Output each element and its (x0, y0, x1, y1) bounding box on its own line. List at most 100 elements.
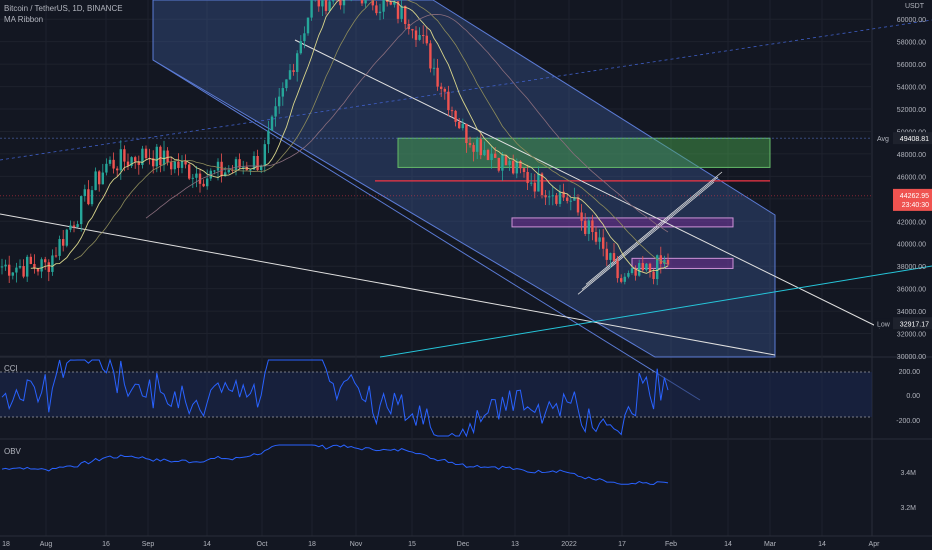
time-tick-label: 14 (203, 541, 211, 548)
candle-body (213, 170, 216, 172)
rising-wedge-line (577, 181, 715, 295)
candle-body (195, 173, 198, 178)
candle-body (461, 123, 464, 129)
avg-value-tag (893, 132, 932, 145)
avg-tag-label: Avg (877, 136, 889, 143)
price-tick-label: 52000.00 (897, 107, 926, 114)
candle-body (306, 17, 310, 34)
candle-body (558, 191, 562, 204)
countdown-label: 23:40:30 (902, 202, 929, 209)
ma-line-mid (73, 0, 669, 265)
price-pane (0, 0, 872, 357)
ma-ribbon-legend[interactable]: MA Ribbon (4, 15, 44, 24)
candle-body (317, 0, 320, 7)
candle-body (4, 264, 7, 267)
candle-body (652, 271, 655, 280)
symbol-title[interactable]: Bitcoin / TetherUS, 1D, BINANCE (4, 4, 123, 13)
candle-body (609, 253, 612, 260)
purple-zone-lower (631, 257, 734, 269)
candle-body (299, 41, 302, 54)
long-trendline (0, 213, 776, 356)
time-tick-label: Mar (764, 541, 777, 548)
candle-body (310, 0, 313, 18)
candle-body (170, 162, 173, 170)
candle-body (648, 263, 652, 272)
cci-tick-label: 0.00 (906, 393, 920, 400)
candle-body (598, 237, 601, 242)
candle-body (573, 197, 576, 201)
candle-body (234, 159, 238, 171)
obv-legend[interactable]: OBV (4, 447, 21, 456)
candle-body (220, 161, 223, 177)
candle-body (238, 159, 241, 168)
candle-body (166, 150, 169, 163)
candle-body (8, 264, 11, 276)
candle-body (666, 259, 670, 265)
candle-body (537, 173, 540, 192)
candle-body (580, 212, 583, 221)
falling-trendline (294, 39, 881, 329)
candle-body (508, 160, 511, 166)
time-tick-label: 13 (511, 541, 519, 548)
candle-body (443, 88, 446, 92)
time-tick-label: 17 (618, 541, 626, 548)
candle-body (569, 200, 572, 202)
candle-body (422, 35, 425, 37)
candle-body (389, 1, 392, 5)
ma-line-fast (30, 0, 669, 274)
candle-body (594, 232, 598, 242)
obv-pane (0, 440, 872, 536)
candle-body (404, 5, 407, 25)
candle-body (454, 110, 457, 122)
candle-body (432, 67, 436, 69)
candle-body (116, 168, 119, 171)
candle-body (292, 70, 295, 72)
candle-body (152, 158, 155, 167)
price-tick-label: 40000.00 (897, 242, 926, 249)
candle-body (638, 263, 641, 276)
currency-label: USDT (904, 3, 924, 10)
candle-body (47, 262, 50, 272)
candle-body (141, 148, 144, 165)
candle-body (623, 276, 626, 282)
price-tick-label: 54000.00 (897, 85, 926, 92)
candle-body (296, 53, 299, 72)
candle-body (242, 166, 245, 168)
price-tick-label: 46000.00 (897, 174, 926, 181)
candle-body (18, 266, 22, 268)
candle-body (555, 195, 558, 204)
candle-body (134, 157, 137, 162)
candle-body (447, 91, 450, 111)
candle-body (411, 29, 414, 31)
candle-body (440, 86, 443, 89)
candle-body (274, 106, 277, 117)
candle-body (656, 255, 659, 280)
rising-wedge-line (585, 171, 723, 285)
candle-body (342, 0, 346, 6)
candle-body (371, 0, 374, 6)
channel-lower-line (152, 59, 701, 401)
candle-body (584, 220, 587, 234)
cci-line (1, 358, 669, 438)
candle-body (587, 220, 590, 234)
candle-body (436, 67, 439, 87)
low-value-tag (893, 317, 932, 330)
candle-body (83, 189, 86, 197)
candle-body (177, 161, 180, 168)
candle-body (332, 0, 335, 2)
dashed-trendline (0, 19, 932, 161)
candle-body (159, 146, 162, 166)
time-tick-label: Sep (142, 541, 155, 548)
candle-body (29, 256, 32, 264)
price-tick-label: 38000.00 (897, 264, 926, 271)
candle-body (627, 273, 630, 277)
candle-body (630, 268, 634, 274)
candle-body (155, 146, 158, 167)
candle-body (393, 1, 396, 5)
candle-body (87, 189, 90, 205)
candle-body (206, 178, 209, 187)
candle-body (62, 239, 65, 246)
low-tag (874, 318, 892, 329)
cci-legend[interactable]: CCI (4, 364, 18, 373)
